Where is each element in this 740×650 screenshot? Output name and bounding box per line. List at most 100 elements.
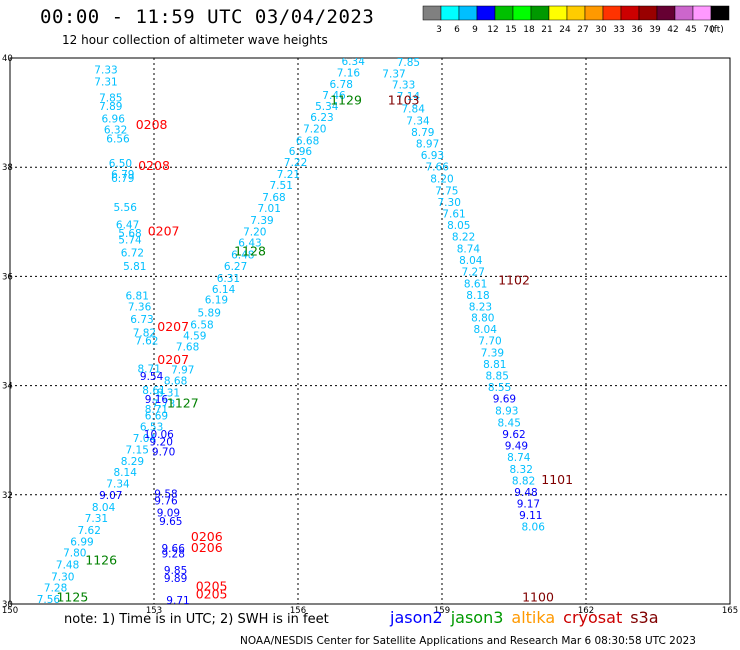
colorbar-label: 15 <box>505 25 516 35</box>
credit-footer: NOAA/NESDIS Center for Satellite Applica… <box>240 635 696 647</box>
altimeter-track: 7.567.287.307.487.806.997.627.318.049.07… <box>37 45 372 604</box>
wave-height-value: 7.37 <box>382 69 405 81</box>
pass-time-label: 1129 <box>330 92 362 107</box>
wave-height-value: 9.17 <box>517 498 540 510</box>
wave-height-value: 6.81 <box>126 290 149 302</box>
wave-height-value: 7.84 <box>402 104 426 116</box>
wave-height-value: 9.82 <box>171 630 194 642</box>
wave-height-value: 7.31 <box>94 76 117 88</box>
wave-height-value: 6.50 <box>109 158 132 170</box>
longitude-tick-label: 156 <box>290 606 306 616</box>
pass-time-label: 1103 <box>388 92 420 107</box>
colorbar-label: 9 <box>472 25 478 35</box>
satellite-legend-entry: jason2 <box>390 608 443 627</box>
wave-height-value: 7.51 <box>270 180 293 192</box>
colorbar-label: 42 <box>667 25 678 35</box>
wave-height-value: 9.70 <box>152 446 175 458</box>
wave-height-value: 9.65 <box>159 516 182 528</box>
pass-time-label: 0207 <box>148 223 180 238</box>
wave-height-value: 9.16 <box>145 394 169 406</box>
satellite-legend-entry: altika <box>511 608 556 627</box>
satellite-legend: jason2 jason3 altika cryosat s3a <box>390 608 667 627</box>
wave-height-value: 7.36 <box>128 301 152 313</box>
wave-height-value: 8.04 <box>92 502 116 514</box>
pass-time-label: 0208 <box>136 117 168 132</box>
pass-time-label: 1127 <box>167 395 199 410</box>
wave-height-value: 8.55 <box>488 382 511 394</box>
latitude-tick-label: 34 <box>2 382 13 392</box>
latitude-tick-label: 30 <box>2 600 13 610</box>
longitude-tick-label: 162 <box>578 606 594 616</box>
wave-height-value: 6.34 <box>342 56 366 68</box>
wave-height-value: 6.93 <box>421 150 444 162</box>
wave-height-value: 9.62 <box>502 429 525 441</box>
colorbar-label: 30 <box>595 25 607 35</box>
wave-height-value: 8.61 <box>464 278 487 290</box>
wave-height-value: 8.22 <box>452 231 475 243</box>
wave-height-value: 7.34 <box>406 116 430 128</box>
wave-height-value: 6.31 <box>217 273 240 285</box>
wave-height-value: 6.96 <box>102 113 126 125</box>
wave-height-value: 7.62 <box>78 525 101 537</box>
wave-height-value: 6.14 <box>212 284 236 296</box>
wave-height-value: 6.73 <box>130 314 153 326</box>
wave-height-value: 7.89 <box>99 101 122 113</box>
wave-height-value: 8.68 <box>164 376 187 388</box>
wave-height-value: 8.23 <box>469 301 492 313</box>
map-subtitle: 12 hour collection of altimeter wave hei… <box>62 33 328 47</box>
wave-height-value: 10.06 <box>144 429 174 441</box>
pass-time-label: 0205 <box>196 587 228 602</box>
pass-time-label: 1102 <box>498 273 530 288</box>
satellite-legend-entry: jason3 <box>450 608 504 627</box>
longitude-tick-label: 165 <box>722 606 738 616</box>
wave-height-value: 7.28 <box>44 582 67 594</box>
wave-height-value: 8.05 <box>447 220 470 232</box>
wave-height-value: 9.71 <box>166 595 189 607</box>
wave-height-value: 9.28 <box>162 549 185 561</box>
wave-height-value: 7.46 <box>322 90 346 102</box>
wave-height-value: 9.89 <box>164 573 187 585</box>
wave-height-value: 7.31 <box>85 513 108 525</box>
wave-height-value: 7.41 <box>349 45 372 57</box>
satellite-legend-entry: s3a <box>630 608 659 627</box>
wave-height-value: 4.59 <box>183 331 206 343</box>
wave-height-value: 7.97 <box>171 365 194 377</box>
wave-height-value: 7.05 <box>392 45 415 57</box>
wave-height-value: 6.19 <box>205 295 228 307</box>
altimeter-track: 8.087.057.857.377.337.147.847.348.798.97… <box>382 45 545 533</box>
wave-height-value: 9.58 <box>154 489 177 501</box>
wave-height-value: 8.74 <box>507 452 531 464</box>
longitude-tick-label: 159 <box>434 606 450 616</box>
longitude-tick-label: 150 <box>2 606 18 616</box>
wave-height-value: 5.56 <box>114 202 138 214</box>
satellite-legend-entry: cryosat <box>563 608 623 627</box>
wave-height-value: 6.78 <box>330 79 353 91</box>
wave-height-value: 7.68 <box>262 192 285 204</box>
colorbar-unit: (ft) <box>710 25 724 35</box>
wave-height-value: 8.80 <box>471 313 494 325</box>
wave-height-value: 5.34 <box>315 101 339 113</box>
wave-height-value: 8.04 <box>459 255 483 267</box>
wave-height-value: 6.32 <box>104 124 127 136</box>
graticule <box>10 58 730 604</box>
colorbar-label: 70 <box>703 25 715 35</box>
longitude-tick-label: 153 <box>146 606 162 616</box>
wave-height-value: 9.85 <box>164 565 187 577</box>
wave-height-value: 8.74 <box>457 243 481 255</box>
wave-height-value: 7.27 <box>462 266 485 278</box>
wave-height-value: 7.34 <box>106 479 130 491</box>
wave-height-value: 9.49 <box>505 440 528 452</box>
wave-height-value: 7.85 <box>99 93 122 105</box>
wave-height-value: 8.20 <box>430 173 453 185</box>
wave-height-value: 6.58 <box>190 319 213 331</box>
wave-height-value: 7.66 <box>426 161 450 173</box>
wave-height-value: 5.81 <box>123 261 146 273</box>
wave-height-value: 6.23 <box>310 112 333 124</box>
wave-height-value: 7.80 <box>63 547 86 559</box>
wave-height-value: 6.48 <box>231 249 254 261</box>
wave-height-value: 9.07 <box>99 490 122 502</box>
wave-height-value: 6.27 <box>224 261 247 273</box>
wave-height-value: 7.82 <box>133 327 156 339</box>
wave-height-value: 6.56 <box>106 134 130 146</box>
wave-height-value: 7.15 <box>126 444 149 456</box>
